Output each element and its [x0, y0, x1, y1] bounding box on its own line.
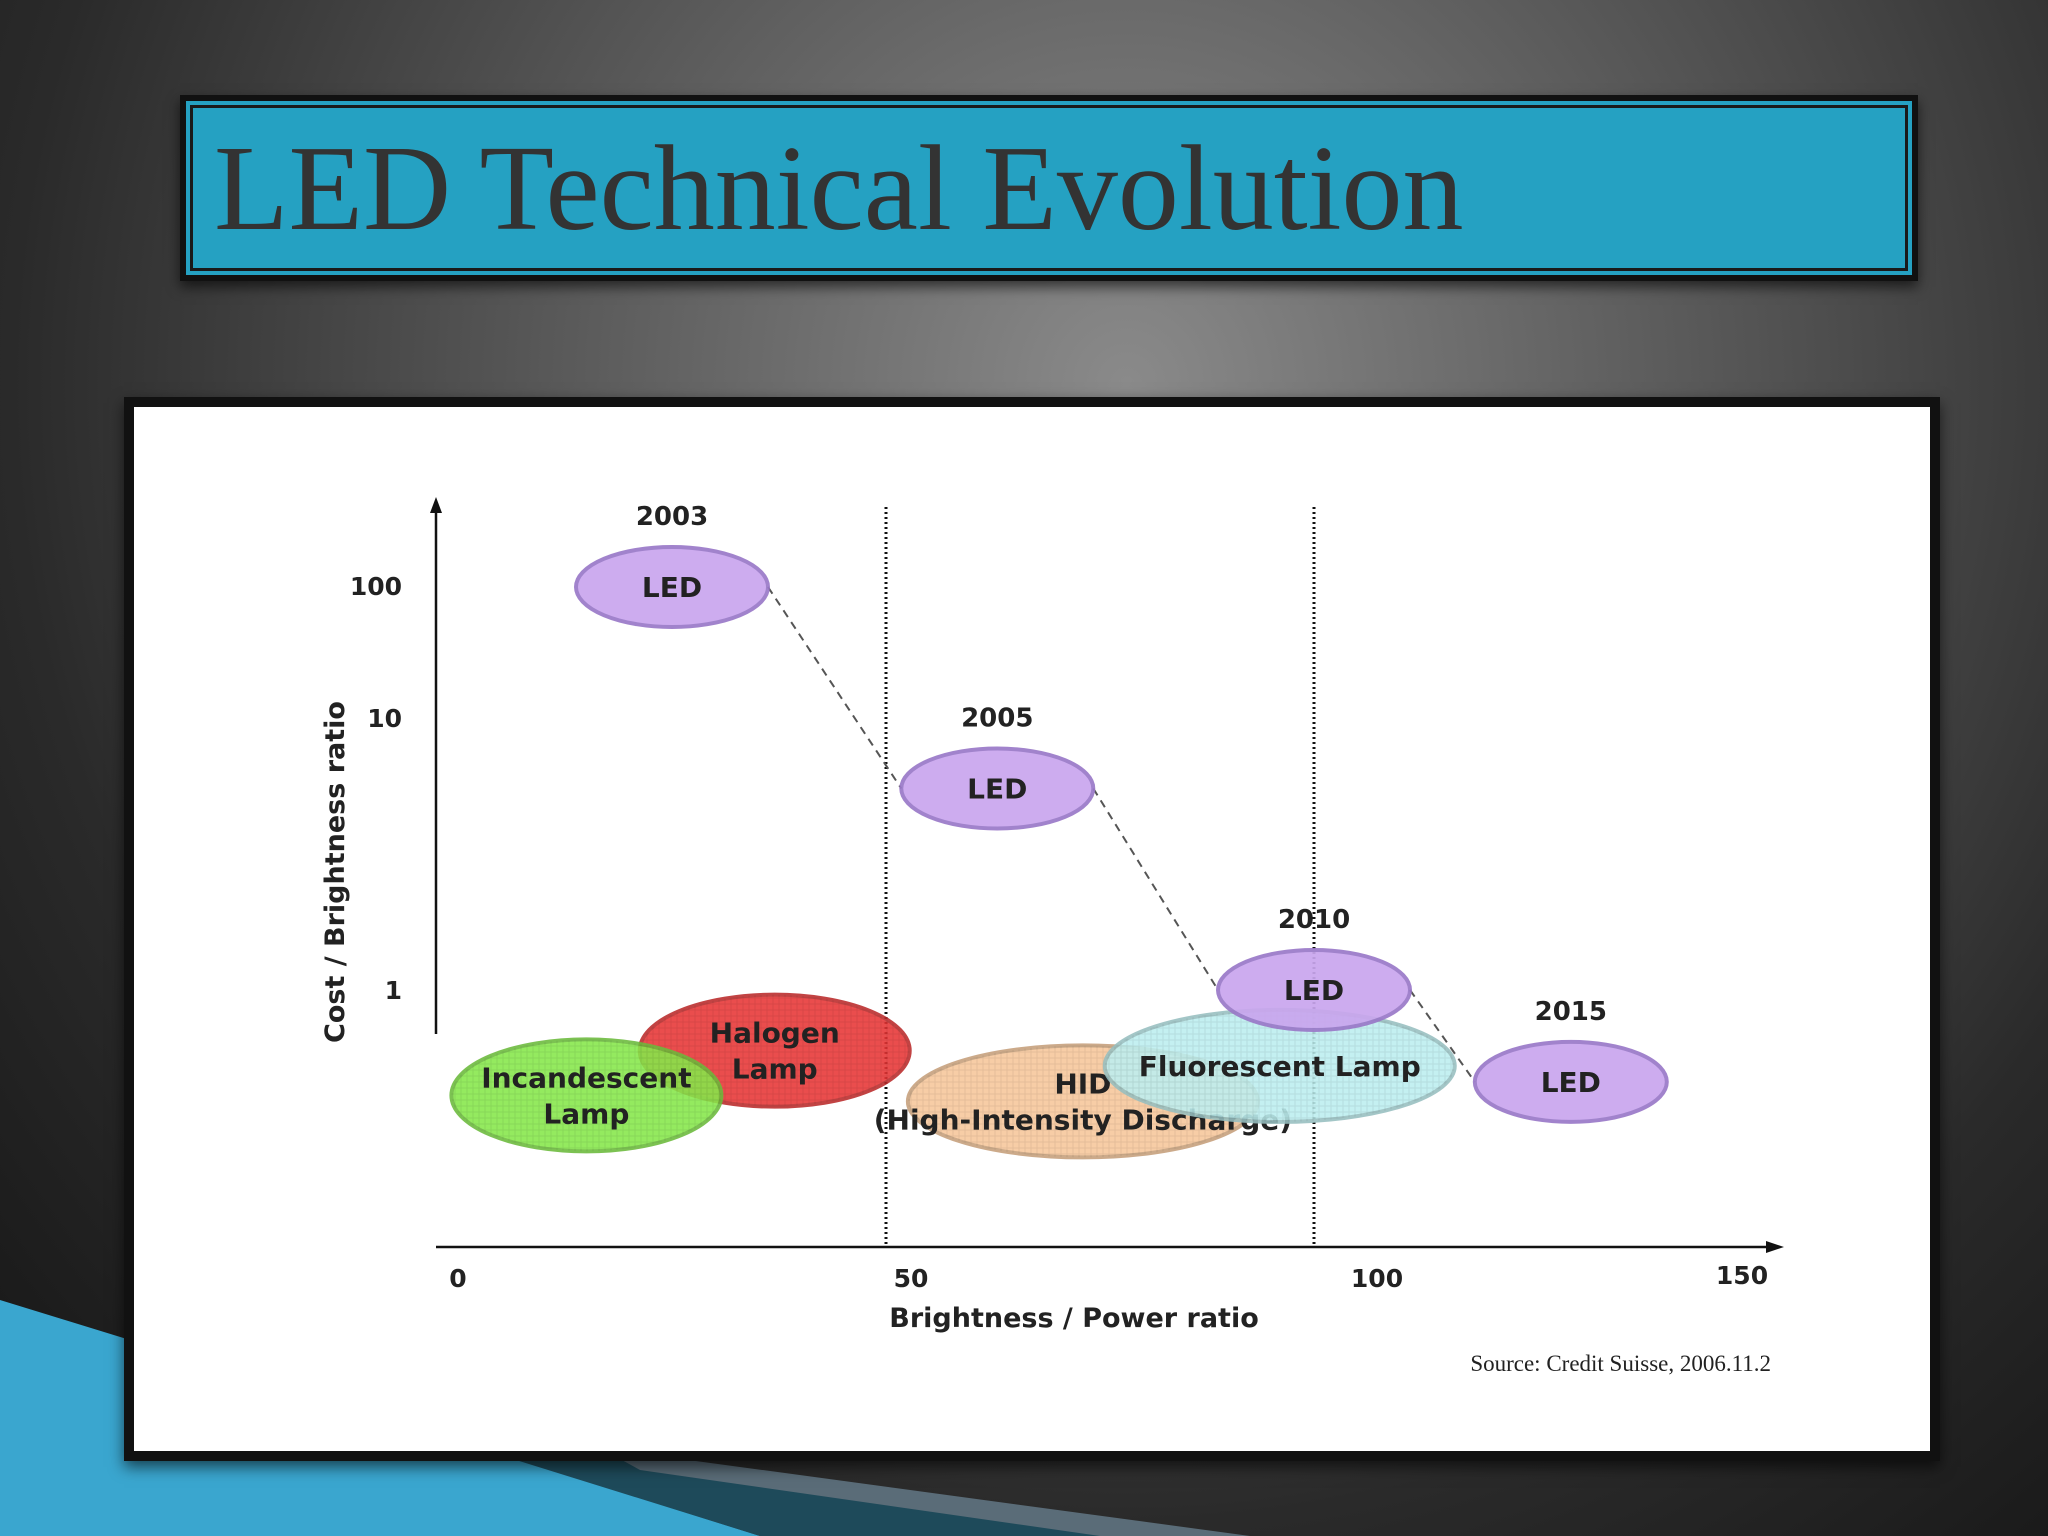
led-point-ellipse — [574, 545, 770, 629]
technology-label: Lamp — [543, 1097, 629, 1130]
chart-area: 0 50 100 150 100 10 1 Brightness / Power… — [134, 407, 1930, 1451]
reference-lines — [884, 507, 1316, 1247]
y-tick-label: 100 — [350, 572, 402, 601]
led-year-label: 2010 — [1278, 905, 1350, 935]
technology-ellipse-texture — [451, 1039, 722, 1152]
led-point-label: LED — [967, 773, 1027, 806]
led-point-label: LED — [642, 571, 702, 604]
led-trend-connector — [1092, 787, 1219, 991]
axes — [430, 497, 1784, 1253]
x-axis-label: Brightness / Power ratio — [889, 1303, 1259, 1334]
y-axis-label: Cost / Brightness ratio — [320, 701, 351, 1043]
led-year-label: 2015 — [1535, 997, 1607, 1027]
technology-label: Lamp — [732, 1053, 818, 1086]
led-point-ellipse — [1472, 1039, 1669, 1124]
led-year-label: 2003 — [636, 502, 708, 532]
x-tick-label: 50 — [894, 1264, 929, 1293]
chart-svg: 0 50 100 150 100 10 1 Brightness / Power… — [320, 497, 1784, 1376]
slide-title: LED Technical Evolution — [214, 121, 1464, 256]
y-tick-label: 10 — [367, 704, 402, 733]
technology-blobs: HalogenLampIncandescentLampHID(High-Inte… — [449, 992, 1457, 1160]
led-point-ellipse — [1216, 948, 1412, 1032]
led-trend-connector — [1409, 989, 1476, 1083]
x-tick-label: 150 — [1716, 1261, 1768, 1290]
x-axis-arrow — [1766, 1241, 1784, 1253]
technology-label: Incandescent — [481, 1061, 691, 1094]
x-tick-label: 0 — [449, 1264, 466, 1293]
led-year-label: 2005 — [961, 704, 1033, 734]
chart-frame: 0 50 100 150 100 10 1 Brightness / Power… — [124, 397, 1940, 1461]
led-point-label: LED — [1284, 974, 1344, 1007]
led-series: LED 2003 LED 2005 LED 2010 LED 2015 — [574, 502, 1669, 1124]
led-point-label: LED — [1541, 1066, 1601, 1099]
title-banner: LED Technical Evolution — [180, 95, 1918, 281]
source-note: Source: Credit Suisse, 2006.11.2 — [1470, 1351, 1771, 1376]
technology-label: Fluorescent Lamp — [1139, 1050, 1421, 1083]
technology-ellipse-texture — [1104, 1009, 1455, 1122]
technology-label: HID — [1054, 1067, 1111, 1100]
x-tick-label: 100 — [1351, 1264, 1403, 1293]
led-point-ellipse — [899, 746, 1096, 831]
tick-labels: 0 50 100 150 100 10 1 — [350, 572, 1768, 1293]
y-axis-arrow — [430, 497, 442, 513]
led-trend-connector — [767, 586, 903, 790]
y-tick-label: 1 — [385, 976, 402, 1005]
technology-label: Halogen — [710, 1017, 840, 1050]
